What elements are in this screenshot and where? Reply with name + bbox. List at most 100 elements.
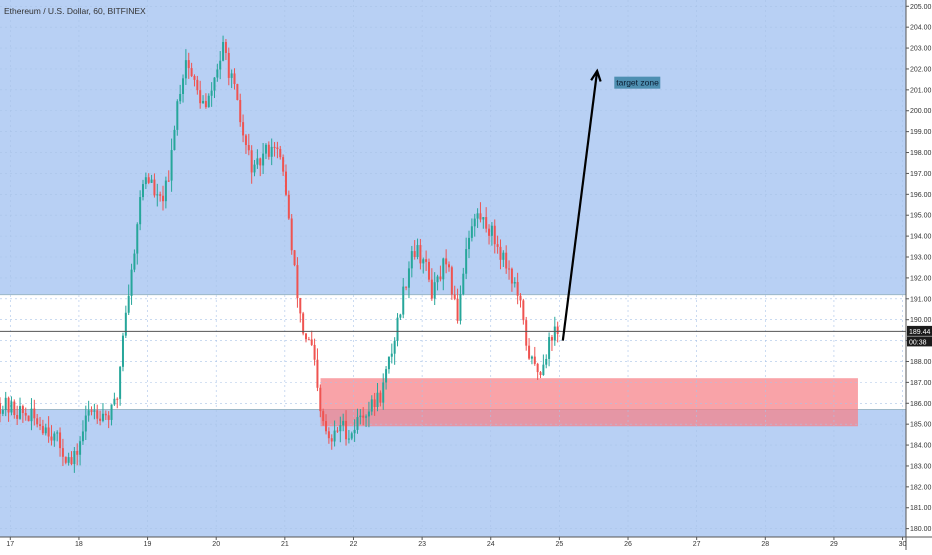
candle-body xyxy=(439,276,442,280)
candle-body xyxy=(287,194,290,219)
candle-body xyxy=(184,60,187,79)
x-tick-label: 20 xyxy=(212,541,220,548)
y-tick-label: 201.00 xyxy=(910,87,932,94)
candle-body xyxy=(99,418,102,421)
candle-body xyxy=(96,410,99,419)
y-tick-label: 181.00 xyxy=(910,505,932,512)
candle-body xyxy=(264,144,267,154)
x-tick-label: 30 xyxy=(899,541,907,548)
time-axis-panel xyxy=(0,537,932,550)
x-tick-label: 28 xyxy=(761,541,769,548)
candle-body xyxy=(382,382,385,403)
candle-body xyxy=(499,246,502,260)
y-tick-label: 191.00 xyxy=(910,296,932,303)
plot-background xyxy=(0,0,906,537)
y-tick-label: 203.00 xyxy=(910,46,932,53)
x-tick-label: 24 xyxy=(487,541,495,548)
candle-body xyxy=(342,420,345,426)
chart-title: Ethereum / U.S. Dollar, 60, BITFINEX xyxy=(4,6,146,16)
y-tick-label: 197.00 xyxy=(910,171,932,178)
candle-body xyxy=(253,164,256,173)
candle-body xyxy=(422,259,425,264)
candle-body xyxy=(159,194,162,196)
y-tick-label: 190.00 xyxy=(910,317,932,324)
x-tick-label: 26 xyxy=(624,541,632,548)
candle-body xyxy=(124,312,127,336)
candle-body xyxy=(162,195,165,202)
y-tick-label: 196.00 xyxy=(910,192,932,199)
candle-body xyxy=(513,282,516,284)
candle-body xyxy=(64,456,67,463)
candle-body xyxy=(202,100,205,104)
x-tick-label: 25 xyxy=(555,541,563,548)
x-tick-label: 19 xyxy=(144,541,152,548)
candle-body xyxy=(199,90,202,104)
candle-body xyxy=(436,276,439,283)
candle-body xyxy=(176,101,179,130)
candle-body xyxy=(456,298,459,321)
candle-body xyxy=(453,294,456,299)
candle-body xyxy=(119,366,122,399)
candle-body xyxy=(525,320,528,346)
y-tick-label: 195.00 xyxy=(910,213,932,220)
candle-body xyxy=(510,268,513,284)
y-tick-label: 205.00 xyxy=(910,4,932,11)
countdown-tag xyxy=(907,336,932,347)
demand-zone xyxy=(320,378,858,427)
candle-body xyxy=(519,295,522,301)
candle-body xyxy=(482,217,485,220)
candle-body xyxy=(110,404,113,420)
candle-body xyxy=(530,356,533,359)
candle-body xyxy=(462,273,465,295)
candle-body xyxy=(59,432,62,449)
candle-body xyxy=(319,387,322,412)
candle-body xyxy=(116,398,119,400)
candle-body xyxy=(73,451,76,465)
candle-body xyxy=(490,225,493,236)
x-tick-label: 22 xyxy=(350,541,358,548)
candle-body xyxy=(376,392,379,407)
arrow-head xyxy=(590,68,602,82)
x-tick-label: 18 xyxy=(75,541,83,548)
candle-body xyxy=(542,364,545,375)
candle-body xyxy=(70,457,73,465)
candle-body xyxy=(468,237,471,250)
candle-body xyxy=(262,153,265,166)
y-tick-label: 193.00 xyxy=(910,255,932,262)
candle-body xyxy=(136,224,139,254)
candle-body xyxy=(44,427,47,434)
price-axis-panel xyxy=(906,0,932,550)
candle-body xyxy=(244,135,247,146)
candle-body xyxy=(442,258,445,280)
candle-body xyxy=(56,432,59,434)
candle-body xyxy=(50,436,53,441)
candle-body xyxy=(24,412,27,416)
candle-body xyxy=(385,369,388,383)
candle-body xyxy=(367,411,370,417)
candle-body xyxy=(104,413,107,416)
candle-body xyxy=(279,149,282,158)
candle-body xyxy=(425,259,428,262)
candle-body xyxy=(465,249,468,274)
candle-body xyxy=(84,415,87,432)
candle-body xyxy=(222,42,225,61)
candle-body xyxy=(127,295,130,313)
candle-body xyxy=(402,286,405,315)
candle-body xyxy=(353,429,356,434)
x-tick-label: 23 xyxy=(418,541,426,548)
candle-body xyxy=(210,90,213,96)
candle-body xyxy=(545,358,548,365)
candle-body xyxy=(187,60,190,69)
candle-body xyxy=(133,253,136,270)
candle-body xyxy=(101,413,104,421)
target-label-bg xyxy=(614,76,661,89)
y-tick-label: 200.00 xyxy=(910,108,932,115)
candle-body xyxy=(47,427,50,437)
candle-body xyxy=(190,68,193,77)
candle-body xyxy=(370,399,373,412)
candle-body xyxy=(447,264,450,268)
candle-body xyxy=(139,197,142,225)
candle-body xyxy=(39,424,42,426)
overlays: target zone xyxy=(0,68,906,341)
